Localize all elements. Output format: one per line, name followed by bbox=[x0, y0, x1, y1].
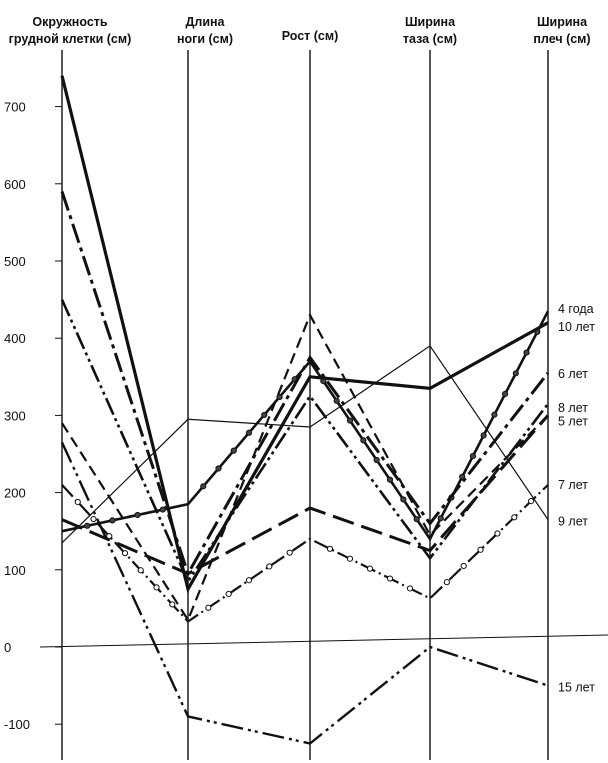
series-marker bbox=[346, 555, 354, 562]
series-marker bbox=[477, 546, 484, 553]
series-marker bbox=[494, 530, 501, 537]
series-marker bbox=[480, 432, 487, 439]
series-marker bbox=[134, 511, 141, 519]
axis-title: Ширина bbox=[537, 15, 588, 29]
series-label: 15 лет bbox=[558, 680, 595, 694]
y-tick-label: 300 bbox=[4, 408, 26, 423]
series-line bbox=[60, 299, 550, 585]
y-tick-label: -100 bbox=[4, 717, 30, 732]
series-label: 8 лет bbox=[558, 401, 588, 415]
series-label: 10 лет bbox=[558, 320, 595, 334]
series-marker bbox=[276, 393, 283, 401]
zero-line bbox=[39, 634, 608, 648]
series-marker bbox=[437, 515, 444, 522]
series-line bbox=[61, 310, 550, 542]
series-marker bbox=[413, 516, 420, 523]
series-marker bbox=[245, 429, 253, 436]
series-marker bbox=[137, 567, 144, 574]
series-line bbox=[61, 484, 549, 623]
axis-title: Окружность bbox=[32, 15, 108, 29]
series-marker bbox=[245, 577, 253, 584]
series-marker bbox=[406, 585, 414, 592]
series-marker bbox=[491, 411, 498, 418]
series-marker bbox=[159, 506, 166, 513]
series-marker bbox=[400, 496, 407, 503]
series-marker bbox=[373, 456, 380, 464]
series-marker bbox=[386, 476, 394, 483]
series-label: 7 лет bbox=[558, 478, 588, 492]
series-label: 9 лет bbox=[558, 515, 588, 529]
y-tick-label: 500 bbox=[4, 254, 26, 269]
series-marker bbox=[511, 514, 518, 521]
y-tick-label: 700 bbox=[4, 100, 26, 115]
series-marker bbox=[460, 562, 467, 570]
series-marker bbox=[523, 349, 530, 356]
series-marker bbox=[286, 549, 293, 556]
series-marker bbox=[501, 390, 509, 398]
series-marker bbox=[109, 517, 116, 524]
axis-title: Рост (см) bbox=[282, 29, 339, 43]
series-marker bbox=[74, 498, 81, 506]
axis-title: Ширина bbox=[405, 15, 456, 29]
y-tick-label: 0 bbox=[4, 640, 11, 655]
axis-title: таза (см) bbox=[403, 32, 457, 46]
series-marker bbox=[512, 370, 519, 377]
series-line bbox=[61, 414, 550, 576]
series-marker bbox=[459, 473, 466, 480]
axis-title: Длина bbox=[185, 15, 225, 29]
series-marker bbox=[360, 437, 367, 444]
series-line bbox=[60, 75, 549, 594]
y-tick-label: 200 bbox=[4, 486, 26, 501]
series-marker bbox=[200, 483, 207, 490]
series-marker bbox=[84, 522, 91, 529]
series-marker bbox=[205, 604, 212, 611]
series-marker bbox=[215, 465, 222, 472]
series-marker bbox=[528, 497, 535, 505]
series-marker bbox=[169, 601, 176, 608]
axis-title: плеч (см) bbox=[533, 32, 590, 46]
series-marker bbox=[346, 417, 354, 424]
series-marker bbox=[469, 453, 477, 460]
axis-title: грудной клетки (см) bbox=[9, 32, 132, 46]
y-tick-label: 100 bbox=[4, 563, 26, 578]
series-marker bbox=[443, 579, 450, 586]
axis-title: ноги (см) bbox=[177, 32, 233, 46]
series-marker bbox=[121, 550, 129, 557]
series-line bbox=[60, 441, 549, 745]
series-marker bbox=[153, 584, 160, 591]
series-label: 4 года bbox=[558, 302, 594, 316]
series-marker bbox=[266, 563, 273, 570]
y-tick-label: 600 bbox=[4, 177, 26, 192]
series-marker bbox=[261, 411, 268, 419]
y-tick-label: 400 bbox=[4, 331, 26, 346]
series-label: 6 лет bbox=[558, 367, 588, 381]
series-marker bbox=[333, 397, 340, 404]
series-line bbox=[61, 345, 549, 544]
series-marker bbox=[326, 545, 334, 552]
series-marker bbox=[230, 447, 237, 454]
series-marker bbox=[366, 565, 374, 572]
series-marker bbox=[386, 575, 394, 582]
series-line bbox=[60, 191, 550, 578]
series-marker bbox=[225, 590, 232, 598]
series-marker bbox=[90, 515, 97, 523]
series-label: 5 лет bbox=[558, 414, 588, 428]
